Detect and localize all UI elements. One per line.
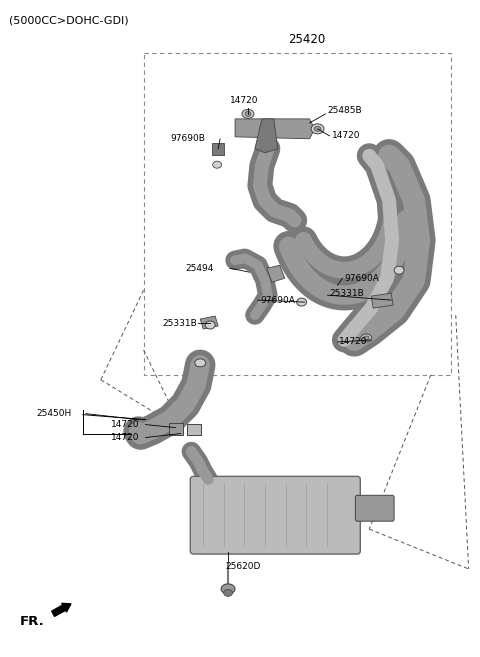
FancyArrow shape xyxy=(52,603,71,616)
FancyBboxPatch shape xyxy=(355,495,394,521)
Polygon shape xyxy=(200,316,218,329)
Ellipse shape xyxy=(224,589,232,597)
Ellipse shape xyxy=(311,124,324,134)
Text: 25494: 25494 xyxy=(185,263,214,273)
Ellipse shape xyxy=(297,298,307,306)
Bar xyxy=(187,424,201,434)
Text: (5000CC>DOHC-GDI): (5000CC>DOHC-GDI) xyxy=(9,15,129,26)
Ellipse shape xyxy=(195,359,206,367)
Ellipse shape xyxy=(361,334,372,342)
Polygon shape xyxy=(212,143,224,155)
Ellipse shape xyxy=(394,266,404,274)
Ellipse shape xyxy=(221,584,235,594)
FancyBboxPatch shape xyxy=(190,476,360,554)
Text: 14720: 14720 xyxy=(111,433,139,442)
Text: 25420: 25420 xyxy=(288,34,326,46)
Text: 25620D: 25620D xyxy=(225,562,261,572)
Text: 97690A: 97690A xyxy=(260,296,295,305)
Text: 97690B: 97690B xyxy=(170,134,205,143)
Polygon shape xyxy=(235,119,314,139)
Text: 25450H: 25450H xyxy=(36,409,72,418)
Ellipse shape xyxy=(314,126,321,131)
Text: 25331B: 25331B xyxy=(329,288,364,298)
Polygon shape xyxy=(371,293,393,308)
Text: 14720: 14720 xyxy=(332,131,360,141)
Ellipse shape xyxy=(363,336,369,340)
Text: 14720: 14720 xyxy=(111,420,139,429)
Ellipse shape xyxy=(213,161,222,168)
Polygon shape xyxy=(267,265,285,283)
Text: 14720: 14720 xyxy=(339,338,368,346)
Text: 97690A: 97690A xyxy=(344,274,379,283)
Text: FR.: FR. xyxy=(19,615,44,628)
Ellipse shape xyxy=(205,321,215,329)
Bar xyxy=(169,422,183,434)
Text: 14720: 14720 xyxy=(230,97,259,106)
Text: 25331B: 25331B xyxy=(162,319,197,328)
Polygon shape xyxy=(255,119,278,152)
Text: 25485B: 25485B xyxy=(327,106,362,116)
Ellipse shape xyxy=(242,110,254,118)
Bar xyxy=(144,53,451,374)
Ellipse shape xyxy=(245,112,251,116)
